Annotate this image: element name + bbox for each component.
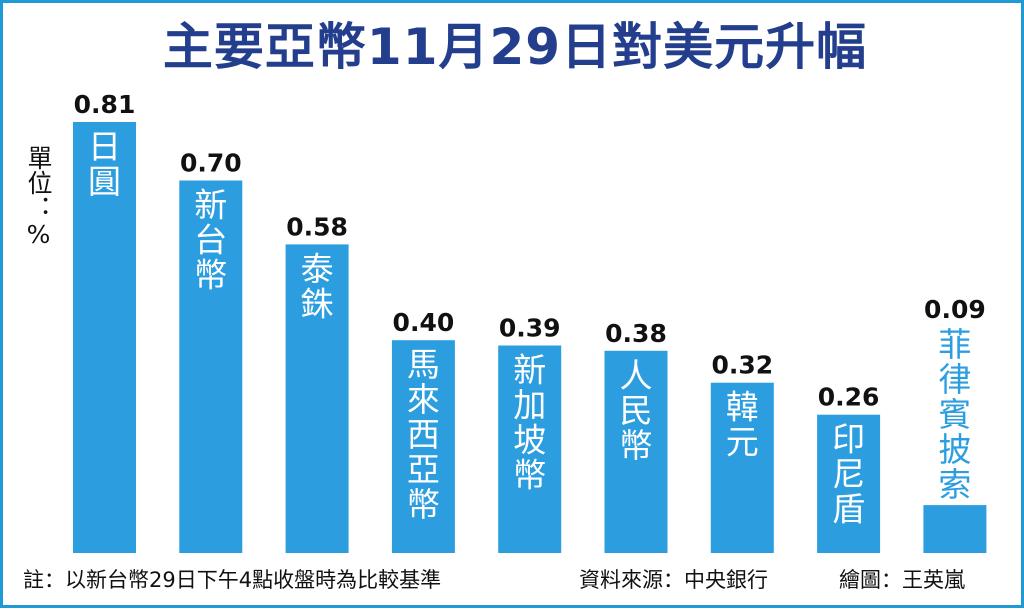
value-label-7: 0.32 xyxy=(711,351,773,380)
value-label-1: 0.81 xyxy=(74,90,136,119)
value-label-6: 0.38 xyxy=(605,319,667,348)
category-label-9: 菲律賓披索 xyxy=(938,325,971,504)
bar-3 xyxy=(285,244,349,553)
bar-5 xyxy=(498,345,562,553)
bar-chart: 0.81 日圓 0.70 新台幣 0.58 泰銖 0.40 馬來西亞幣 0.39 新加坡幣 0.38… xyxy=(73,90,987,553)
category-label-8: 印尼盾 xyxy=(832,420,865,529)
bar-2 xyxy=(179,180,243,553)
chart-title: 主要亞幣11月29日對美元升幅 xyxy=(162,18,868,76)
value-label-9: 0.09 xyxy=(924,295,986,324)
footnote: 註：以新台幣29日下午4點收盤時為比較基準 xyxy=(23,568,442,592)
value-label-2: 0.70 xyxy=(180,149,242,178)
value-label-8: 0.26 xyxy=(818,383,880,412)
value-label-3: 0.58 xyxy=(286,212,348,241)
data-source: 資料來源：中央銀行 xyxy=(579,568,768,592)
category-label-7: 韓元 xyxy=(726,388,759,462)
category-label-3: 泰銖 xyxy=(301,249,334,323)
bar-4 xyxy=(391,340,455,553)
bar-1 xyxy=(73,122,136,553)
bar-7 xyxy=(710,382,774,553)
bar-9 xyxy=(923,505,987,553)
unit-label: 單位：% xyxy=(24,145,53,249)
bar-6 xyxy=(604,350,668,553)
category-label-6: 人民幣 xyxy=(620,356,653,465)
category-label-5: 新加坡幣 xyxy=(513,351,546,495)
value-label-5: 0.39 xyxy=(499,314,561,343)
category-label-1: 日圓 xyxy=(88,127,121,201)
category-label-4: 馬來西亞幣 xyxy=(407,345,440,524)
category-label-2: 新台幣 xyxy=(194,186,227,295)
bar-8 xyxy=(817,414,881,553)
graphic-credit: 繪圖：王英嵐 xyxy=(839,568,965,592)
value-label-4: 0.40 xyxy=(393,308,455,337)
